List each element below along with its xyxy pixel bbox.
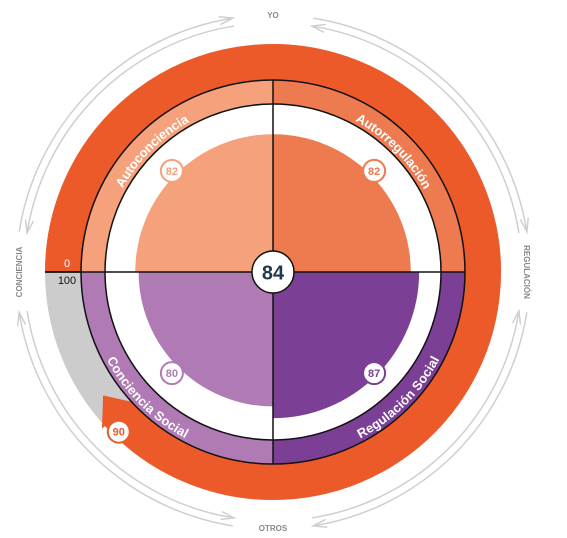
guide-arrow (16, 309, 27, 327)
quadrant-wedge (135, 134, 273, 272)
motivation-value: 90 (113, 427, 125, 439)
axis-label: OTROS (259, 524, 288, 533)
guide-arrow (310, 518, 328, 529)
quadrant-ring (81, 272, 273, 464)
guide-arrow (519, 217, 530, 235)
value-badge (362, 158, 387, 183)
quadrant-value: 82 (166, 166, 178, 178)
motivation-arrow (101, 395, 132, 429)
quadrant-value: 80 (166, 368, 178, 380)
motivation-badge (106, 419, 131, 444)
quadrant-wedge (273, 272, 420, 419)
guide-ring (311, 25, 520, 234)
quadrant-wedge (273, 134, 411, 272)
guide-ring (26, 310, 235, 519)
guide-arrow (309, 23, 326, 34)
value-badge (159, 158, 184, 183)
quadrant-ring (273, 272, 465, 464)
guide-arrow (511, 308, 522, 325)
guide-ring (311, 310, 520, 519)
ring-tick-label: 100 (58, 275, 76, 287)
quadrant-wedge (138, 272, 273, 407)
quadrant-ring (273, 80, 465, 272)
center-badge (251, 250, 295, 294)
motivation-arc (45, 44, 501, 500)
value-badge (362, 361, 387, 386)
axis-label: REGULACIÓN (522, 245, 531, 299)
ring-tick-label: 0 (64, 258, 70, 270)
axis-label: YO (267, 11, 279, 20)
guide-ring (26, 25, 235, 234)
guide-ring (313, 17, 528, 232)
axis-label: CONCIENCIA (15, 246, 24, 297)
value-badge (159, 361, 184, 386)
guide-arrow (220, 510, 237, 521)
quadrant-value: 82 (368, 166, 380, 178)
guide-arrow (24, 219, 35, 236)
quadrant-ring (81, 80, 273, 272)
guide-ring (18, 17, 233, 232)
guide-arrow (218, 15, 236, 26)
guide-ring (18, 312, 233, 527)
quadrant-value: 87 (368, 368, 380, 380)
guide-ring (313, 312, 528, 527)
center-value: 84 (262, 262, 285, 284)
